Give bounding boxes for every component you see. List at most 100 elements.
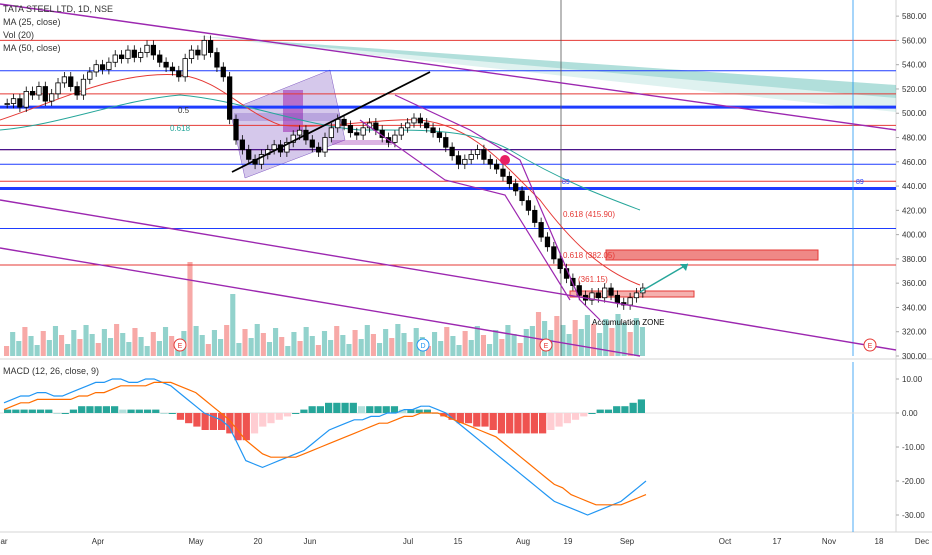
volume-bar xyxy=(193,326,199,356)
candle-body xyxy=(182,58,188,78)
candle-body xyxy=(481,149,487,160)
macd-histogram-bar xyxy=(530,413,538,434)
time-tick-label: 18 xyxy=(875,537,884,546)
marker-dot xyxy=(500,155,510,165)
candle-body xyxy=(227,76,233,120)
macd-histogram-bar xyxy=(20,409,28,413)
ma50-legend: MA (50, close) xyxy=(3,43,61,53)
candle-body xyxy=(576,285,582,296)
macd-histogram-bar xyxy=(275,413,283,420)
volume-bar xyxy=(71,330,77,356)
symbol-title: TATA STEEL LTD, 1D, NSE xyxy=(3,4,114,14)
macd-histogram-bar xyxy=(143,409,152,413)
magenta-box xyxy=(283,90,303,132)
macd-histogram-bar xyxy=(374,406,382,413)
moving-averages xyxy=(0,73,641,286)
macd-histogram-bar xyxy=(316,406,324,413)
macd-histogram-bar xyxy=(588,413,596,414)
volume-bar xyxy=(254,324,260,356)
macd-tick-label: -30.00 xyxy=(902,511,925,520)
volume-bar xyxy=(474,326,480,356)
channel-lower-2 xyxy=(0,247,641,357)
price-tick-label: 300.00 xyxy=(902,352,927,361)
candle-body xyxy=(595,292,601,299)
volume-bar xyxy=(511,334,517,356)
macd-histogram-bar xyxy=(267,413,275,424)
candle-body xyxy=(296,129,303,136)
candle-body xyxy=(284,141,290,153)
candle-body xyxy=(131,49,137,58)
price-tick-label: 580.00 xyxy=(902,12,927,21)
time-tick-label: Dec xyxy=(915,537,929,546)
volume-bar xyxy=(205,344,211,356)
volume-bar xyxy=(273,328,279,356)
volume-bar xyxy=(517,343,523,356)
macd-legend: MACD (12, 26, close, 9) xyxy=(3,366,100,376)
macd-histogram-bar xyxy=(86,406,94,413)
candle-body xyxy=(157,54,163,63)
volume-bar xyxy=(291,332,297,356)
macd-histogram-bar xyxy=(28,409,36,413)
macd-histogram-bar xyxy=(176,413,185,420)
volume-bar xyxy=(230,294,236,356)
price-tick-label: 460.00 xyxy=(902,158,927,167)
candle-body xyxy=(258,154,265,165)
event-marker xyxy=(416,338,430,352)
volume-bar xyxy=(266,342,273,356)
candle-body xyxy=(290,134,296,143)
candle-body xyxy=(602,287,608,299)
volume-bar xyxy=(560,325,566,356)
time-tick-label: 19 xyxy=(564,537,573,546)
box-89-right: 89 xyxy=(856,179,864,186)
macd-histogram-bar xyxy=(259,413,267,427)
event-marker-label: D xyxy=(420,343,425,350)
macd-tick-label: 0.00 xyxy=(902,409,918,418)
volume-bar xyxy=(114,324,120,356)
macd-histogram-bar xyxy=(201,413,209,430)
channel-lower xyxy=(0,199,897,351)
candle-body xyxy=(4,103,10,105)
price-tick-label: 480.00 xyxy=(902,134,927,143)
macd-histogram-bar xyxy=(604,409,613,413)
candle-body xyxy=(23,90,29,108)
volume-bar xyxy=(218,339,224,356)
macd-histogram-bar xyxy=(514,413,522,434)
macd-tick-label: 10.00 xyxy=(902,375,923,384)
volume-bar xyxy=(224,325,230,356)
volume-bar xyxy=(456,345,462,356)
macd-histogram-bar xyxy=(382,406,390,413)
macd-histogram-bar xyxy=(69,409,78,413)
volume-bar xyxy=(199,335,205,356)
macd-histogram-bar xyxy=(209,413,217,430)
signal-line xyxy=(3,381,647,506)
volume-bar xyxy=(597,333,603,356)
price-tick-label: 500.00 xyxy=(902,109,927,118)
macd-histogram-bar xyxy=(407,409,415,413)
macd-histogram-bar xyxy=(563,413,571,424)
macd-histogram-bar xyxy=(45,409,53,413)
ma50-line xyxy=(0,94,641,211)
event-marker-label: E xyxy=(868,343,873,350)
volume-bar xyxy=(89,334,95,356)
volume-bar xyxy=(309,336,315,356)
volume-bar xyxy=(627,332,633,356)
volume-bar xyxy=(297,341,303,356)
candle-body xyxy=(468,154,474,160)
volume-bar xyxy=(52,326,59,356)
shaded-zones xyxy=(196,36,896,298)
candle-body xyxy=(150,44,157,56)
price-tick-label: 380.00 xyxy=(902,255,927,264)
price-tick-label: 320.00 xyxy=(902,328,927,337)
volume-bar xyxy=(438,341,444,356)
volume-bar xyxy=(505,325,511,356)
price-tick-label: 340.00 xyxy=(902,303,927,312)
volume-bar xyxy=(28,336,34,356)
fib-label-0-618: 0.618 xyxy=(170,124,191,133)
volume-bar xyxy=(462,331,468,356)
time-tick-label: Oct xyxy=(719,537,732,546)
candle-body xyxy=(405,122,411,129)
macd-histogram-bar xyxy=(152,409,160,413)
volume-bar xyxy=(211,330,217,356)
